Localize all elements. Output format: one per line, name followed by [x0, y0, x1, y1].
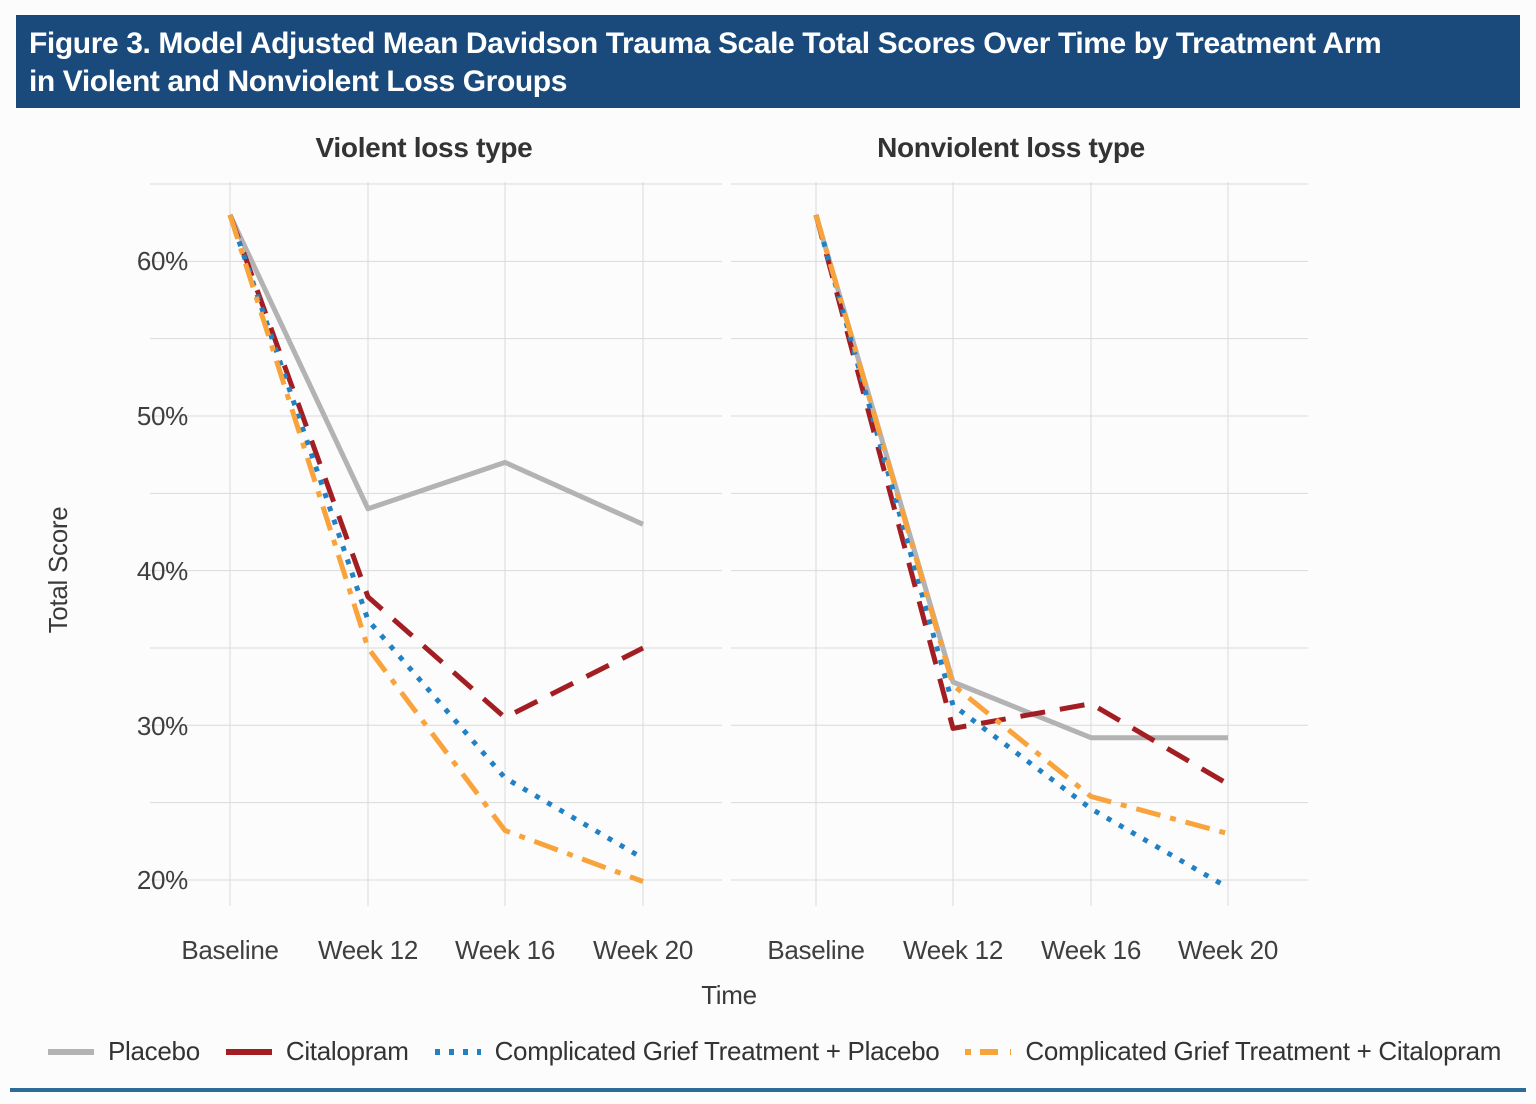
y-tick-30: 30%	[136, 711, 188, 741]
x-tick-week20-violent: Week 20	[592, 935, 694, 965]
line-placebo-panel-0	[227, 213, 645, 527]
line-citalopram-panel-0	[227, 214, 645, 721]
gridlines-panel-0	[150, 182, 722, 906]
x-tick-week16-nonviolent: Week 16	[1040, 935, 1142, 965]
legend-item-cgt-citalopram: Complicated Grief Treatment + Citalopram	[965, 1036, 1501, 1067]
legend-item-placebo: Placebo	[48, 1036, 200, 1067]
y-tick-50: 50%	[136, 401, 188, 431]
line-complicated-grief-treatment-placebo-panel-0	[227, 214, 645, 861]
legend-label-cgt-citalopram: Complicated Grief Treatment + Citalopram	[1025, 1036, 1502, 1066]
panel-title-violent: Violent loss type	[315, 132, 533, 163]
x-axis-title: Time	[701, 980, 757, 1010]
x-tick-week12-nonviolent: Week 12	[902, 935, 1004, 965]
x-tick-baseline-nonviolent: Baseline	[767, 935, 865, 965]
legend-label-citalopram: Citalopram	[285, 1036, 409, 1066]
figure-title-bar: Figure 3. Model Adjusted Mean Davidson T…	[16, 15, 1520, 108]
legend-item-citalopram: Citalopram	[225, 1036, 409, 1067]
y-tick-40: 40%	[136, 556, 188, 586]
figure-title-line2: in Violent and Nonviolent Loss Groups	[29, 65, 568, 98]
legend-item-cgt-placebo: Complicated Grief Treatment + Placebo	[434, 1036, 940, 1067]
x-tick-week20-nonviolent: Week 20	[1177, 935, 1279, 965]
gridlines-panel-1	[731, 182, 1308, 906]
panel-title-nonviolent: Nonviolent loss type	[877, 132, 1145, 163]
legend-label-cgt-placebo: Complicated Grief Treatment + Placebo	[494, 1036, 940, 1066]
y-tick-20: 20%	[136, 865, 188, 895]
legend-label-placebo: Placebo	[108, 1036, 200, 1066]
legend-line-citalopram-icon	[225, 1048, 272, 1055]
line-citalopram-panel-1	[813, 214, 1230, 787]
y-axis-title: Total Score	[43, 506, 73, 634]
x-tick-baseline-violent: Baseline	[181, 935, 279, 965]
legend-line-cgt-citalopram-icon	[965, 1048, 1012, 1055]
figure-title-line1: Figure 3. Model Adjusted Mean Davidson T…	[29, 27, 1382, 60]
legend-line-placebo-icon	[48, 1048, 94, 1055]
y-tick-60: 60%	[136, 246, 188, 276]
line-placebo-panel-1	[813, 214, 1228, 741]
series-panel-1	[813, 214, 1230, 890]
legend: Placebo Citalopram Complicated Grief Tre…	[48, 1036, 1518, 1067]
legend-line-cgt-placebo-icon	[434, 1048, 481, 1055]
line-complicated-grief-treatment-citalopram-panel-0	[227, 214, 644, 884]
x-tick-week16-violent: Week 16	[454, 935, 556, 965]
x-tick-week12-violent: Week 12	[317, 935, 419, 965]
series-panel-0	[227, 213, 645, 884]
line-complicated-grief-treatment-placebo-panel-1	[813, 214, 1230, 890]
line-complicated-grief-treatment-citalopram-panel-1	[813, 214, 1229, 837]
bottom-rule	[10, 1088, 1526, 1092]
